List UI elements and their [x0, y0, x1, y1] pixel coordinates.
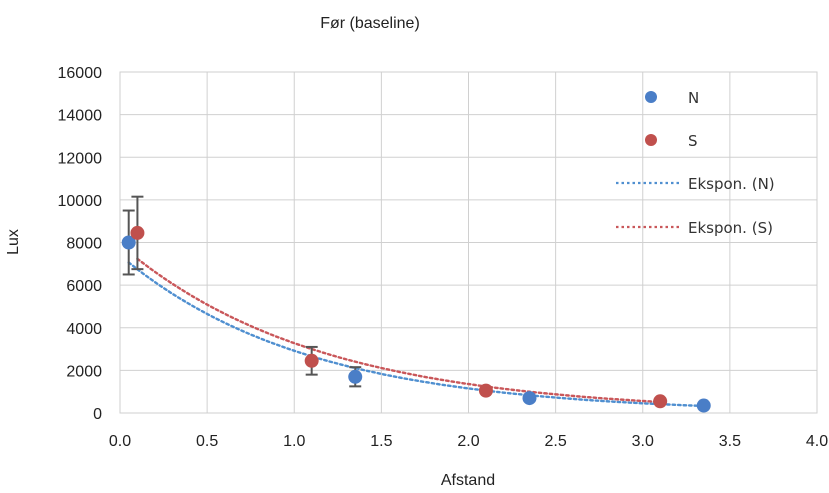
x-tick-label: 1.5	[370, 433, 392, 450]
x-axis-label: Afstand	[441, 472, 495, 489]
data-point-s	[130, 225, 145, 240]
y-tick-label: 14000	[58, 108, 103, 125]
data-point-s	[478, 383, 493, 398]
x-tick-label: 3.0	[632, 433, 654, 450]
trendline-ekspon-s	[136, 257, 662, 404]
y-axis-label: Lux	[5, 229, 22, 255]
data-point-n	[348, 369, 363, 384]
legend-marker-n	[645, 91, 657, 103]
x-tick-label: 0.0	[109, 433, 131, 450]
trendlines	[127, 257, 705, 408]
legend: N S Ekspon. (N) Ekspon. (S)	[616, 89, 775, 237]
legend-label-ekspon-n: Ekspon. (N)	[688, 175, 775, 193]
legend-marker-s	[645, 134, 657, 146]
legend-label-s: S	[688, 132, 698, 150]
legend-label-n: N	[688, 89, 699, 107]
y-tick-label: 16000	[58, 65, 103, 82]
y-tick-label: 4000	[66, 321, 102, 338]
x-tick-label: 2.0	[457, 433, 479, 450]
plot-area	[119, 71, 818, 414]
y-tick-label: 12000	[58, 150, 103, 167]
legend-label-ekspon-s: Ekspon. (S)	[688, 219, 773, 237]
y-tick-label: 2000	[66, 363, 102, 380]
x-tick-label: 1.0	[283, 433, 305, 450]
y-tick-label: 0	[93, 406, 102, 423]
plot-border	[119, 71, 818, 414]
data-point-n	[522, 391, 537, 406]
y-tick-label: 8000	[66, 236, 102, 253]
data-point-n	[121, 235, 136, 250]
data-points	[121, 225, 711, 413]
data-point-n	[696, 398, 711, 413]
y-tick-label: 10000	[58, 193, 103, 210]
x-tick-label: 0.5	[196, 433, 218, 450]
x-tick-label: 4.0	[806, 433, 828, 450]
y-tick-label: 6000	[66, 278, 102, 295]
data-point-s	[653, 394, 668, 409]
x-tick-label: 2.5	[545, 433, 567, 450]
x-tick-label: 3.5	[719, 433, 741, 450]
x-axis-ticks: 0.0 0.5 1.0 1.5 2.0 2.5 3.0 3.5 4.0	[109, 433, 828, 450]
chart-title: Før (baseline)	[320, 15, 420, 32]
data-point-s	[304, 353, 319, 368]
trendline-ekspon-n	[127, 261, 705, 408]
y-axis-ticks: 0 2000 4000 6000 8000 10000 12000 14000 16000	[58, 65, 103, 423]
